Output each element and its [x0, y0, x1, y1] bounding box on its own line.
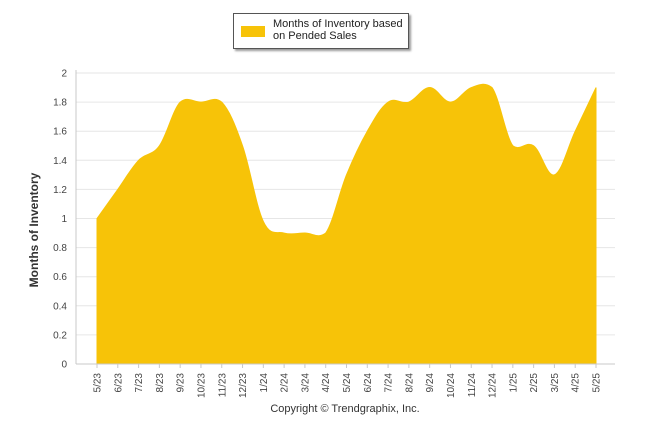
x-tick-label: 2/25 [529, 373, 540, 393]
x-tick-label: 9/23 [176, 373, 187, 393]
y-tick-label: 1.6 [53, 127, 67, 138]
x-tick-label: 5/25 [592, 373, 603, 393]
x-tick-label: 6/23 [113, 373, 124, 393]
x-tick-label: 12/24 [488, 373, 499, 398]
x-tick-label: 4/24 [321, 373, 332, 393]
x-tick-label: 8/24 [404, 373, 415, 393]
copyright-text: Copyright © Trendgraphix, Inc. [270, 403, 420, 415]
x-tick-label: 2/24 [280, 373, 291, 393]
x-tick-label: 11/23 [217, 373, 228, 398]
y-tick-label: 1.2 [53, 185, 67, 196]
y-tick-label: 0.6 [53, 272, 67, 283]
y-tick-label: 2 [61, 69, 67, 80]
y-tick-labels: 0 0.2 0.4 0.6 0.8 1 1.2 1.4 1.6 1.8 2 [53, 69, 67, 371]
x-tick-labels: 5/23 6/23 7/23 8/23 9/23 10/23 11/23 12/23 1/24 2… [93, 364, 603, 398]
x-tick-label: 5/23 [93, 373, 104, 393]
y-axis-label-container: Months of Inventory [14, 130, 54, 330]
y-tick-label: 1 [61, 214, 67, 225]
y-tick-label: 1.8 [53, 98, 67, 109]
y-axis-label: Months of Inventory [27, 172, 41, 288]
series-area [96, 83, 597, 365]
x-tick-label: 11/24 [467, 373, 478, 398]
x-tick-label: 10/23 [196, 373, 207, 398]
y-tick-label: 0.4 [53, 301, 67, 312]
x-tick-label: 7/23 [134, 373, 145, 393]
x-tick-label: 7/24 [384, 373, 395, 393]
x-tick-label: 1/24 [259, 373, 270, 393]
legend-label: Months of Inventory based on Pended Sale… [273, 18, 403, 42]
x-tick-label: 5/24 [342, 373, 353, 393]
x-tick-label: 8/23 [155, 373, 166, 393]
y-tick-label: 0.8 [53, 243, 67, 254]
x-tick-label: 9/24 [425, 373, 436, 393]
y-tick-label: 0.2 [53, 330, 67, 341]
y-tick-label: 0 [61, 360, 67, 371]
x-tick-label: 3/25 [550, 373, 561, 393]
x-tick-label: 6/24 [363, 373, 374, 393]
x-tick-label: 3/24 [300, 373, 311, 393]
x-tick-label: 1/25 [508, 373, 519, 393]
x-tick-label: 12/23 [238, 373, 249, 398]
series-area-group [96, 83, 597, 365]
legend: Months of Inventory based on Pended Sale… [233, 13, 409, 49]
axes [75, 70, 615, 365]
x-tick-label: 4/25 [571, 373, 582, 393]
legend-swatch [241, 26, 265, 37]
y-tick-label: 1.4 [53, 156, 67, 167]
x-tick-label: 10/24 [446, 373, 457, 398]
